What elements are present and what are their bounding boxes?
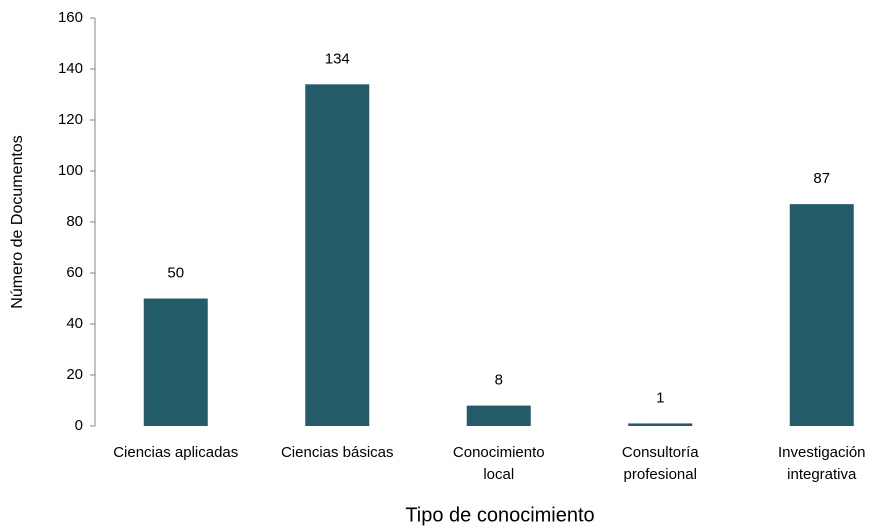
y-tick-label: 40 [66,315,83,332]
y-tick-label: 20 [66,366,83,383]
bar [789,204,854,426]
x-tick-label: Ciencias aplicadas [113,444,238,461]
x-tick-label: Conocimiento local [453,444,545,483]
y-axis-title: Número de Documentos [9,135,26,308]
bar [143,298,208,426]
data-label: 8 [495,372,503,389]
x-tick-label: Investigación integrativa [778,444,866,483]
x-axis-title: Tipo de conocimiento [405,504,594,526]
y-tick-label: 160 [58,9,83,26]
y-tick-label: 100 [58,162,83,179]
data-label: 50 [167,264,184,281]
bar [628,423,693,426]
x-tick-label: Ciencias básicas [281,444,394,461]
x-tick-label: Consultoría profesional [622,444,699,483]
data-label: 134 [325,50,350,67]
y-tick-label: 60 [66,264,83,281]
y-tick-label: 140 [58,60,83,77]
y-tick-label: 120 [58,111,83,128]
bar [305,84,370,427]
y-tick-label: 80 [66,213,83,230]
bar [466,405,531,426]
data-label: 87 [813,170,830,187]
y-tick-label: 0 [75,417,83,434]
data-label: 1 [656,389,664,406]
